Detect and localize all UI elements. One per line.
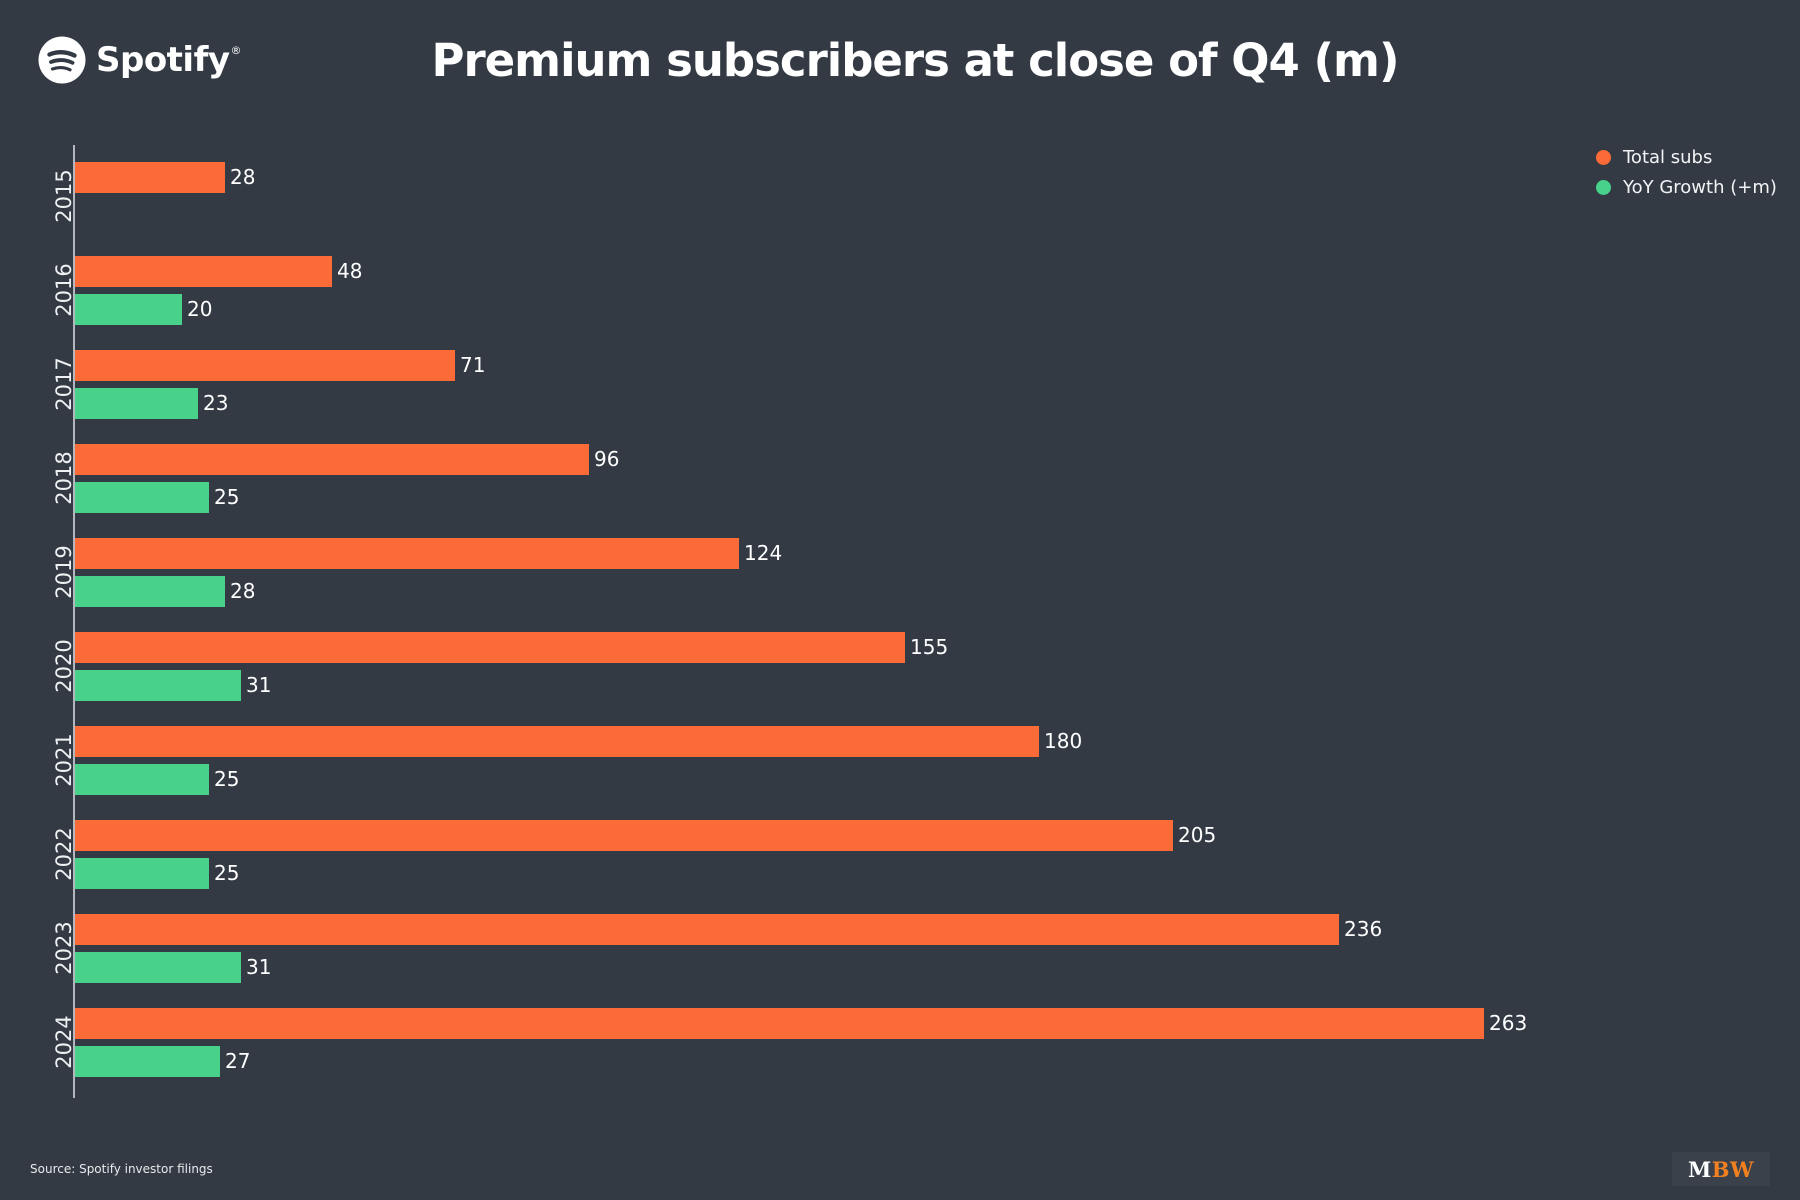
bar-total-subs-2024-value: 263 — [1489, 1011, 1528, 1035]
bar-yoy-growth-2018-value: 25 — [214, 485, 240, 509]
bar-yoy-growth-2017-value: 23 — [203, 391, 229, 415]
bar-total-subs-2024 — [75, 1008, 1484, 1039]
legend-label: YoY Growth (+m) — [1623, 177, 1777, 198]
bar-total-subs-2016-value: 48 — [337, 259, 363, 283]
bar-yoy-growth-2021-value: 25 — [214, 767, 240, 791]
y-tick-2024: 2024 — [52, 1014, 76, 1069]
bar-total-subs-2021 — [75, 726, 1039, 757]
bar-yoy-growth-2016 — [75, 294, 182, 325]
y-tick-2019: 2019 — [52, 544, 76, 599]
y-tick-2015: 2015 — [52, 168, 76, 223]
bar-yoy-growth-2024-value: 27 — [225, 1049, 251, 1073]
bar-yoy-growth-2017 — [75, 388, 198, 419]
bar-yoy-growth-2019 — [75, 576, 225, 607]
y-tick-2020: 2020 — [52, 638, 76, 693]
y-tick-2017: 2017 — [52, 356, 76, 411]
plot-area: 2015 28 2016 48 20 2017 71 23 2018 96 25 2019 124 28 2… — [52, 145, 1574, 1098]
bar-yoy-growth-2019-value: 28 — [230, 579, 256, 603]
bar-yoy-growth-2022-value: 25 — [214, 861, 240, 885]
brand-wordmark: Spotify — [96, 40, 230, 80]
bar-total-subs-2016 — [75, 256, 332, 287]
spotify-logo: Spotify ® — [38, 36, 242, 84]
y-tick-2021: 2021 — [52, 732, 76, 787]
bar-total-subs-2017 — [75, 350, 455, 381]
bar-yoy-growth-2022 — [75, 858, 209, 889]
bar-total-subs-2017-value: 71 — [460, 353, 486, 377]
page-title: Premium subscribers at close of Q4 (m) — [431, 34, 1399, 87]
y-tick-2022: 2022 — [52, 826, 76, 881]
bar-yoy-growth-2020-value: 31 — [246, 673, 272, 697]
mbw-logo: M BW — [1672, 1152, 1770, 1186]
bar-total-subs-2018-value: 96 — [594, 447, 620, 471]
legend-dot-icon — [1596, 180, 1611, 195]
bar-total-subs-2019 — [75, 538, 739, 569]
legend-label: Total subs — [1623, 147, 1713, 168]
chart-legend: Total subs YoY Growth (+m) — [1596, 147, 1777, 207]
y-tick-2016: 2016 — [52, 262, 76, 317]
bar-total-subs-2015 — [75, 162, 225, 193]
mbw-logo-bw: BW — [1711, 1156, 1755, 1182]
spotify-icon — [38, 36, 86, 84]
bar-total-subs-2023-value: 236 — [1344, 917, 1383, 941]
bar-total-subs-2021-value: 180 — [1044, 729, 1083, 753]
y-tick-2023: 2023 — [52, 920, 76, 975]
bar-yoy-growth-2021 — [75, 764, 209, 795]
bar-yoy-growth-2020 — [75, 670, 241, 701]
bar-total-subs-2023 — [75, 914, 1339, 945]
bar-yoy-growth-2023-value: 31 — [246, 955, 272, 979]
bar-yoy-growth-2023 — [75, 952, 241, 983]
bar-total-subs-2018 — [75, 444, 589, 475]
registered-mark: ® — [230, 43, 242, 57]
mbw-logo-m: M — [1687, 1156, 1712, 1182]
bar-total-subs-2022 — [75, 820, 1173, 851]
bar-total-subs-2015-value: 28 — [230, 165, 256, 189]
y-tick-2018: 2018 — [52, 450, 76, 505]
bar-yoy-growth-2024 — [75, 1046, 220, 1077]
y-axis-line — [73, 145, 75, 1098]
bar-total-subs-2020-value: 155 — [910, 635, 949, 659]
source-note: Source: Spotify investor filings — [30, 1162, 213, 1176]
bar-total-subs-2019-value: 124 — [744, 541, 783, 565]
bar-total-subs-2022-value: 205 — [1178, 823, 1217, 847]
bar-yoy-growth-2016-value: 20 — [187, 297, 213, 321]
legend-dot-icon — [1596, 150, 1611, 165]
legend-item-yoy-growth-m: YoY Growth (+m) — [1596, 177, 1777, 198]
bar-yoy-growth-2018 — [75, 482, 209, 513]
bar-total-subs-2020 — [75, 632, 905, 663]
legend-item-total-subs: Total subs — [1596, 147, 1777, 168]
